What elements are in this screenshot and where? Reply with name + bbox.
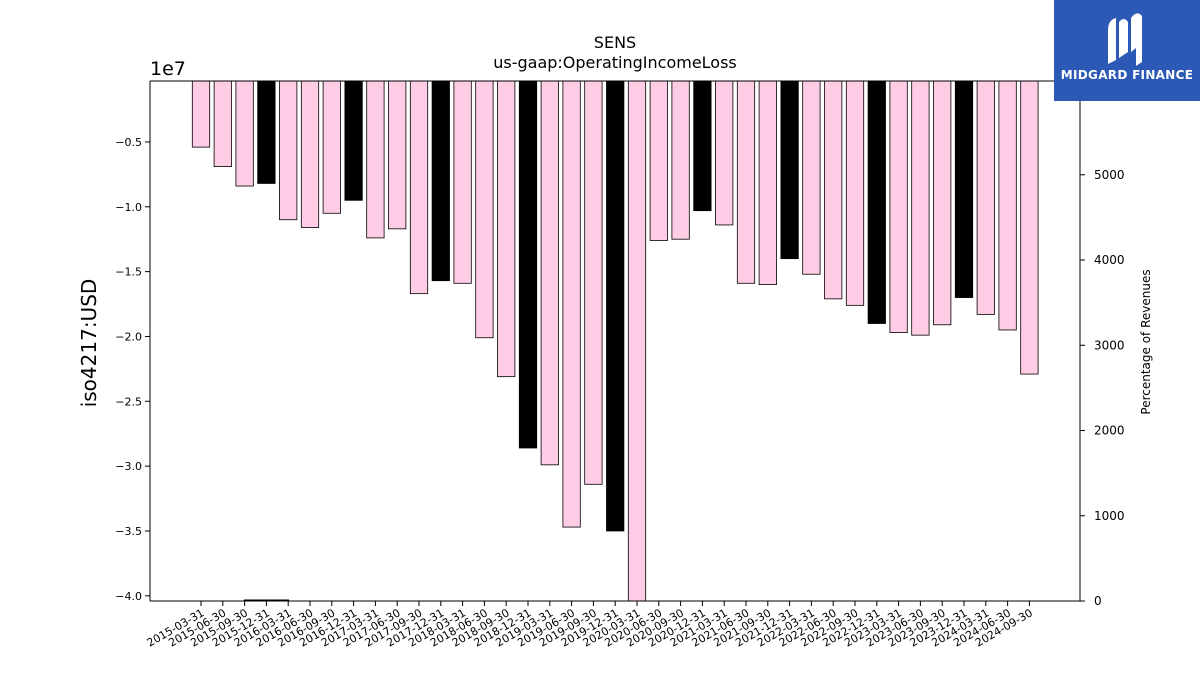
bar-2019-06-30 xyxy=(562,80,581,528)
bar-2019-12-31 xyxy=(606,80,625,532)
bar-2018-03-31 xyxy=(453,80,472,284)
bar-2021-09-30 xyxy=(758,80,777,285)
y-tick-label: −3.5 xyxy=(115,525,142,538)
bar-2024-06-30 xyxy=(998,80,1017,331)
y2-tick-label: 0 xyxy=(1094,594,1102,608)
bar-2023-03-31 xyxy=(889,80,908,333)
bar-2019-03-31 xyxy=(540,80,559,466)
bar-2022-09-30 xyxy=(845,80,865,306)
bar-2020-09-30 xyxy=(671,80,690,240)
bar-2021-06-30 xyxy=(736,80,756,284)
bar-2022-12-31 xyxy=(867,80,886,324)
chart-title: SENS xyxy=(594,33,636,52)
bar-2024-03-31 xyxy=(976,80,995,315)
bar-2016-12-31 xyxy=(344,80,363,201)
logo-text: MIDGARD FINANCE xyxy=(1060,68,1194,82)
bar-2015-09-30 xyxy=(235,80,254,187)
bar-2020-06-30 xyxy=(649,80,668,241)
y2-tick-label: 4000 xyxy=(1094,253,1125,267)
y2-tick-label: 5000 xyxy=(1094,168,1125,182)
bar-2023-06-30 xyxy=(911,80,930,336)
y-tick-label: −3.0 xyxy=(115,460,142,473)
bar-2023-12-31 xyxy=(954,80,974,298)
bar-2020-03-31 xyxy=(627,80,647,602)
bar-2015-03-31 xyxy=(191,80,211,148)
bar-2017-03-31 xyxy=(366,80,385,239)
bar-2023-09-30 xyxy=(933,80,952,326)
bar-2021-12-31 xyxy=(780,80,799,260)
bar-2016-03-31 xyxy=(279,80,298,221)
midgard-logo-icon xyxy=(1108,13,1142,66)
bar-2015-06-30 xyxy=(213,80,232,167)
bar-2020-12-31 xyxy=(693,80,712,212)
y-tick-label: −4.0 xyxy=(115,590,142,603)
bars-layer xyxy=(191,80,1039,602)
y-offset-label: 1e7 xyxy=(150,58,186,80)
bar-2022-03-31 xyxy=(802,80,821,275)
y-tick-label: −2.0 xyxy=(115,330,142,343)
y2-tick-label: 1000 xyxy=(1094,509,1125,523)
bar-2017-12-31 xyxy=(431,80,450,282)
y-tick-label: −1.0 xyxy=(115,201,142,214)
bar-2015-12-31 xyxy=(257,80,276,184)
y-tick-label: −0.5 xyxy=(115,136,142,149)
bar-2024-09-30 xyxy=(1020,80,1039,375)
bar-2016-06-30 xyxy=(300,80,320,228)
chart-subtitle: us-gaap:OperatingIncomeLoss xyxy=(493,53,737,72)
y-tick-label: −2.5 xyxy=(115,395,142,408)
y2-tick-label: 3000 xyxy=(1094,338,1125,352)
y-tick-label: −1.5 xyxy=(115,266,142,279)
bar-2016-09-30 xyxy=(322,80,341,214)
axes-layer: −0.5 −1.0 −1.5 −2.0 −2.5 −3.0 −3.5 −4.0 0 1000 200… xyxy=(115,80,1125,650)
y-axis-label: iso4217:USD xyxy=(77,279,101,408)
bar-2017-09-30 xyxy=(409,80,429,295)
y2-axis-label: Percentage of Revenues xyxy=(1139,269,1153,414)
pct-bar-2015-12-31 xyxy=(243,599,290,601)
y2-tick-label: 2000 xyxy=(1094,424,1125,438)
bar-2021-03-31 xyxy=(715,80,734,226)
bar-2018-12-31 xyxy=(518,80,538,449)
bar-2018-09-30 xyxy=(497,80,516,378)
bar-2017-06-30 xyxy=(388,80,407,230)
bar-2018-06-30 xyxy=(475,80,494,339)
midgard-logo: MIDGARD FINANCE xyxy=(1054,0,1200,101)
bar-2019-09-30 xyxy=(584,80,603,485)
bar-2022-06-30 xyxy=(824,80,843,300)
